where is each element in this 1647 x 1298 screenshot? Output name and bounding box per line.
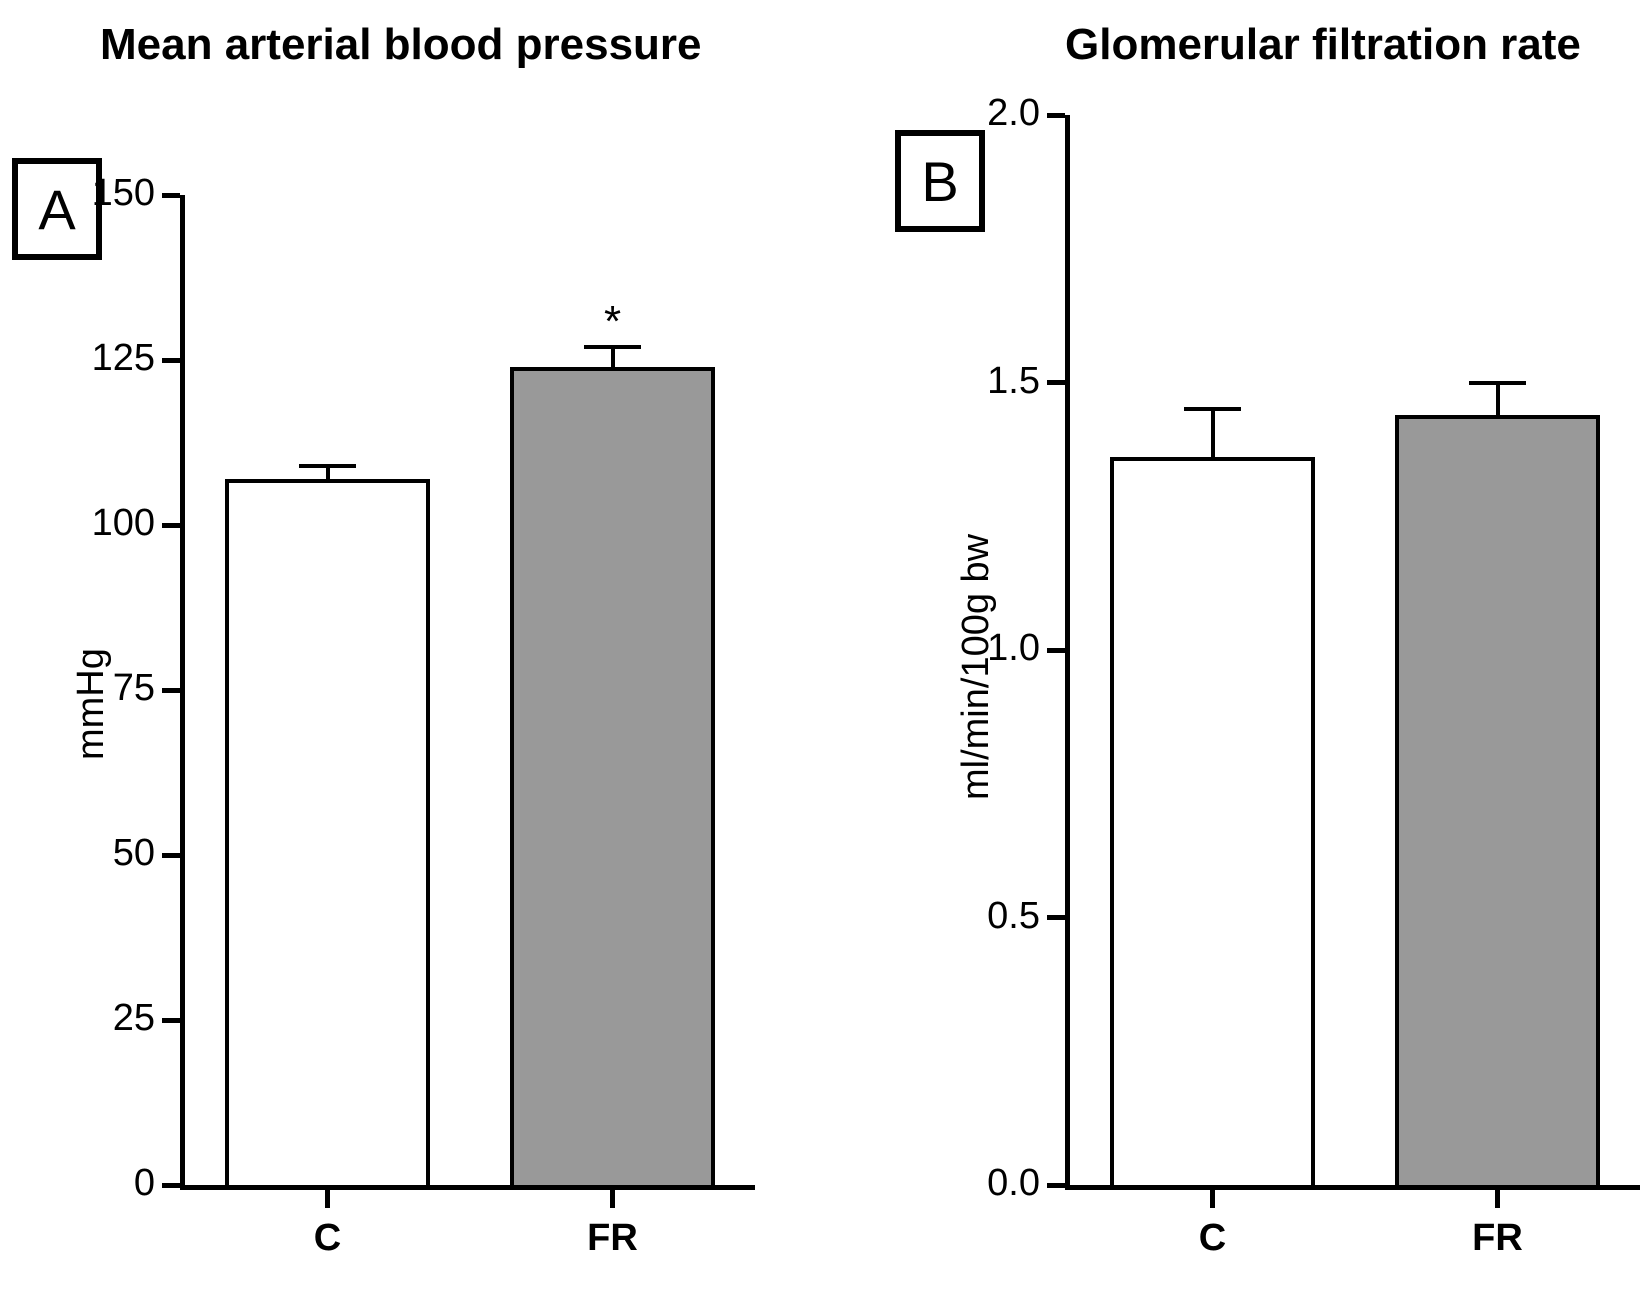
y-tick-label: 50	[55, 832, 155, 875]
x-tick-label: FR	[1438, 1217, 1558, 1260]
bar-fr	[510, 367, 715, 1185]
y-axis	[1065, 115, 1070, 1190]
x-tick	[1495, 1190, 1500, 1208]
x-tick	[1210, 1190, 1215, 1208]
y-tick	[162, 193, 180, 198]
significance-mark: *	[583, 297, 643, 347]
panel-a-plot: 0255075100125150CFR*	[185, 195, 755, 1185]
y-tick-label: 0	[55, 1162, 155, 1205]
y-tick-label: 0.0	[940, 1162, 1040, 1205]
y-tick	[1047, 113, 1065, 118]
error-bar	[1211, 409, 1215, 457]
y-tick	[162, 523, 180, 528]
error-cap	[299, 464, 356, 468]
y-tick	[1047, 648, 1065, 653]
error-bar	[611, 347, 615, 367]
figure: Mean arterial blood pressure Glomerular …	[0, 0, 1647, 1298]
y-tick	[162, 688, 180, 693]
y-tick-label: 1.5	[940, 360, 1040, 403]
bar-c	[1110, 457, 1315, 1185]
y-tick	[162, 358, 180, 363]
y-tick-label: 100	[55, 502, 155, 545]
panel-b-label-box: B	[895, 130, 985, 232]
y-tick	[162, 1018, 180, 1023]
y-tick-label: 125	[55, 337, 155, 380]
y-tick	[1047, 915, 1065, 920]
bar-c	[225, 479, 430, 1185]
panel-a-title: Mean arterial blood pressure	[100, 20, 702, 70]
panel-b-title: Glomerular filtration rate	[1065, 20, 1581, 70]
x-tick-label: C	[268, 1217, 388, 1260]
y-tick-label: 25	[55, 997, 155, 1040]
y-tick	[1047, 1183, 1065, 1188]
panel-b-plot: 0.00.51.01.52.0CFR	[1070, 115, 1640, 1185]
x-axis	[180, 1185, 755, 1190]
panel-a-ylabel: mmHg	[70, 648, 113, 760]
error-cap	[1184, 407, 1241, 411]
y-tick	[162, 853, 180, 858]
y-axis	[180, 195, 185, 1190]
error-cap	[1469, 381, 1526, 385]
y-tick	[1047, 380, 1065, 385]
bar-fr	[1395, 415, 1600, 1185]
y-tick-label: 0.5	[940, 895, 1040, 938]
y-tick-label: 2.0	[940, 92, 1040, 135]
panel-b-label: B	[921, 149, 958, 214]
x-axis	[1065, 1185, 1640, 1190]
y-tick-label: 150	[55, 172, 155, 215]
panel-b-ylabel: ml/min/100g bw	[955, 534, 998, 800]
x-tick	[325, 1190, 330, 1208]
y-tick	[162, 1183, 180, 1188]
x-tick	[610, 1190, 615, 1208]
x-tick-label: C	[1153, 1217, 1273, 1260]
x-tick-label: FR	[553, 1217, 673, 1260]
error-bar	[1496, 383, 1500, 415]
